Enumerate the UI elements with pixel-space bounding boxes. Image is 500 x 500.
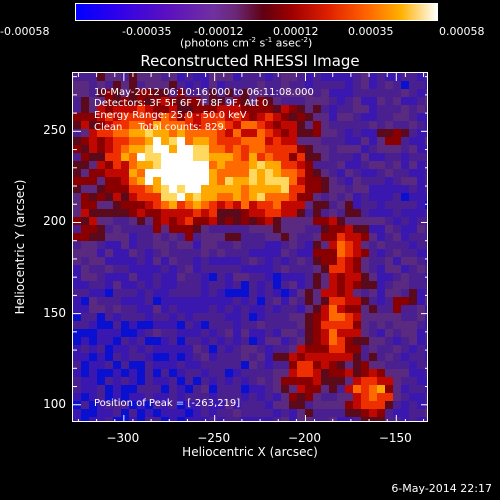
y-tick-label-1: 150: [43, 305, 66, 320]
x-tick-label-0: −300: [106, 431, 140, 445]
rhessi-image: [73, 73, 427, 421]
colorbar-tick-label-4: 0.00035: [348, 25, 394, 38]
info-time: 10-May-2012 06:10:16.000 to 06:11:08.000: [94, 87, 314, 98]
image-pixels: [73, 73, 427, 421]
y-tick-label-0: 100: [43, 396, 66, 411]
x-tick-label-1: −250: [197, 431, 231, 445]
axis-ticks: [73, 73, 427, 421]
colorbar-tick-label-0: -0.00058: [0, 25, 50, 38]
info-clean: Clean Total counts: 829.: [94, 122, 228, 133]
timestamp: 6-May-2014 22:17: [391, 482, 492, 495]
y-tick-label-2: 200: [43, 214, 66, 229]
plot-title: Reconstructed RHESSI Image: [140, 52, 360, 70]
x-tick-label-3: −150: [378, 431, 412, 445]
image-plot-area: [72, 72, 428, 422]
colorbar: [75, 3, 438, 21]
info-detectors: Detectors: 3F 5F 6F 7F 8F 9F, Att 0: [94, 98, 269, 109]
info-energy: Energy Range: 25.0 - 50.0 keV: [94, 110, 247, 121]
colorbar-gradient: [76, 4, 437, 20]
colorbar-tick-label-3: 0.00012: [273, 25, 319, 38]
peak-position-label: Position of Peak = [-263,219]: [94, 398, 241, 409]
colorbar-tick-label-2: -0.00012: [194, 25, 244, 38]
y-axis-label: Heliocentric Y (arcsec): [13, 179, 27, 315]
y-tick-label-3: 250: [43, 123, 66, 138]
x-axis-label: Heliocentric X (arcsec): [182, 445, 318, 459]
x-tick-label-2: −200: [288, 431, 321, 445]
colorbar-tick-label-5: 0.00058: [439, 25, 485, 38]
colorbar-tick-label-1: -0.00035: [122, 25, 172, 38]
colorbar-units: (photons cm-2 s-1 asec-2): [180, 36, 313, 50]
